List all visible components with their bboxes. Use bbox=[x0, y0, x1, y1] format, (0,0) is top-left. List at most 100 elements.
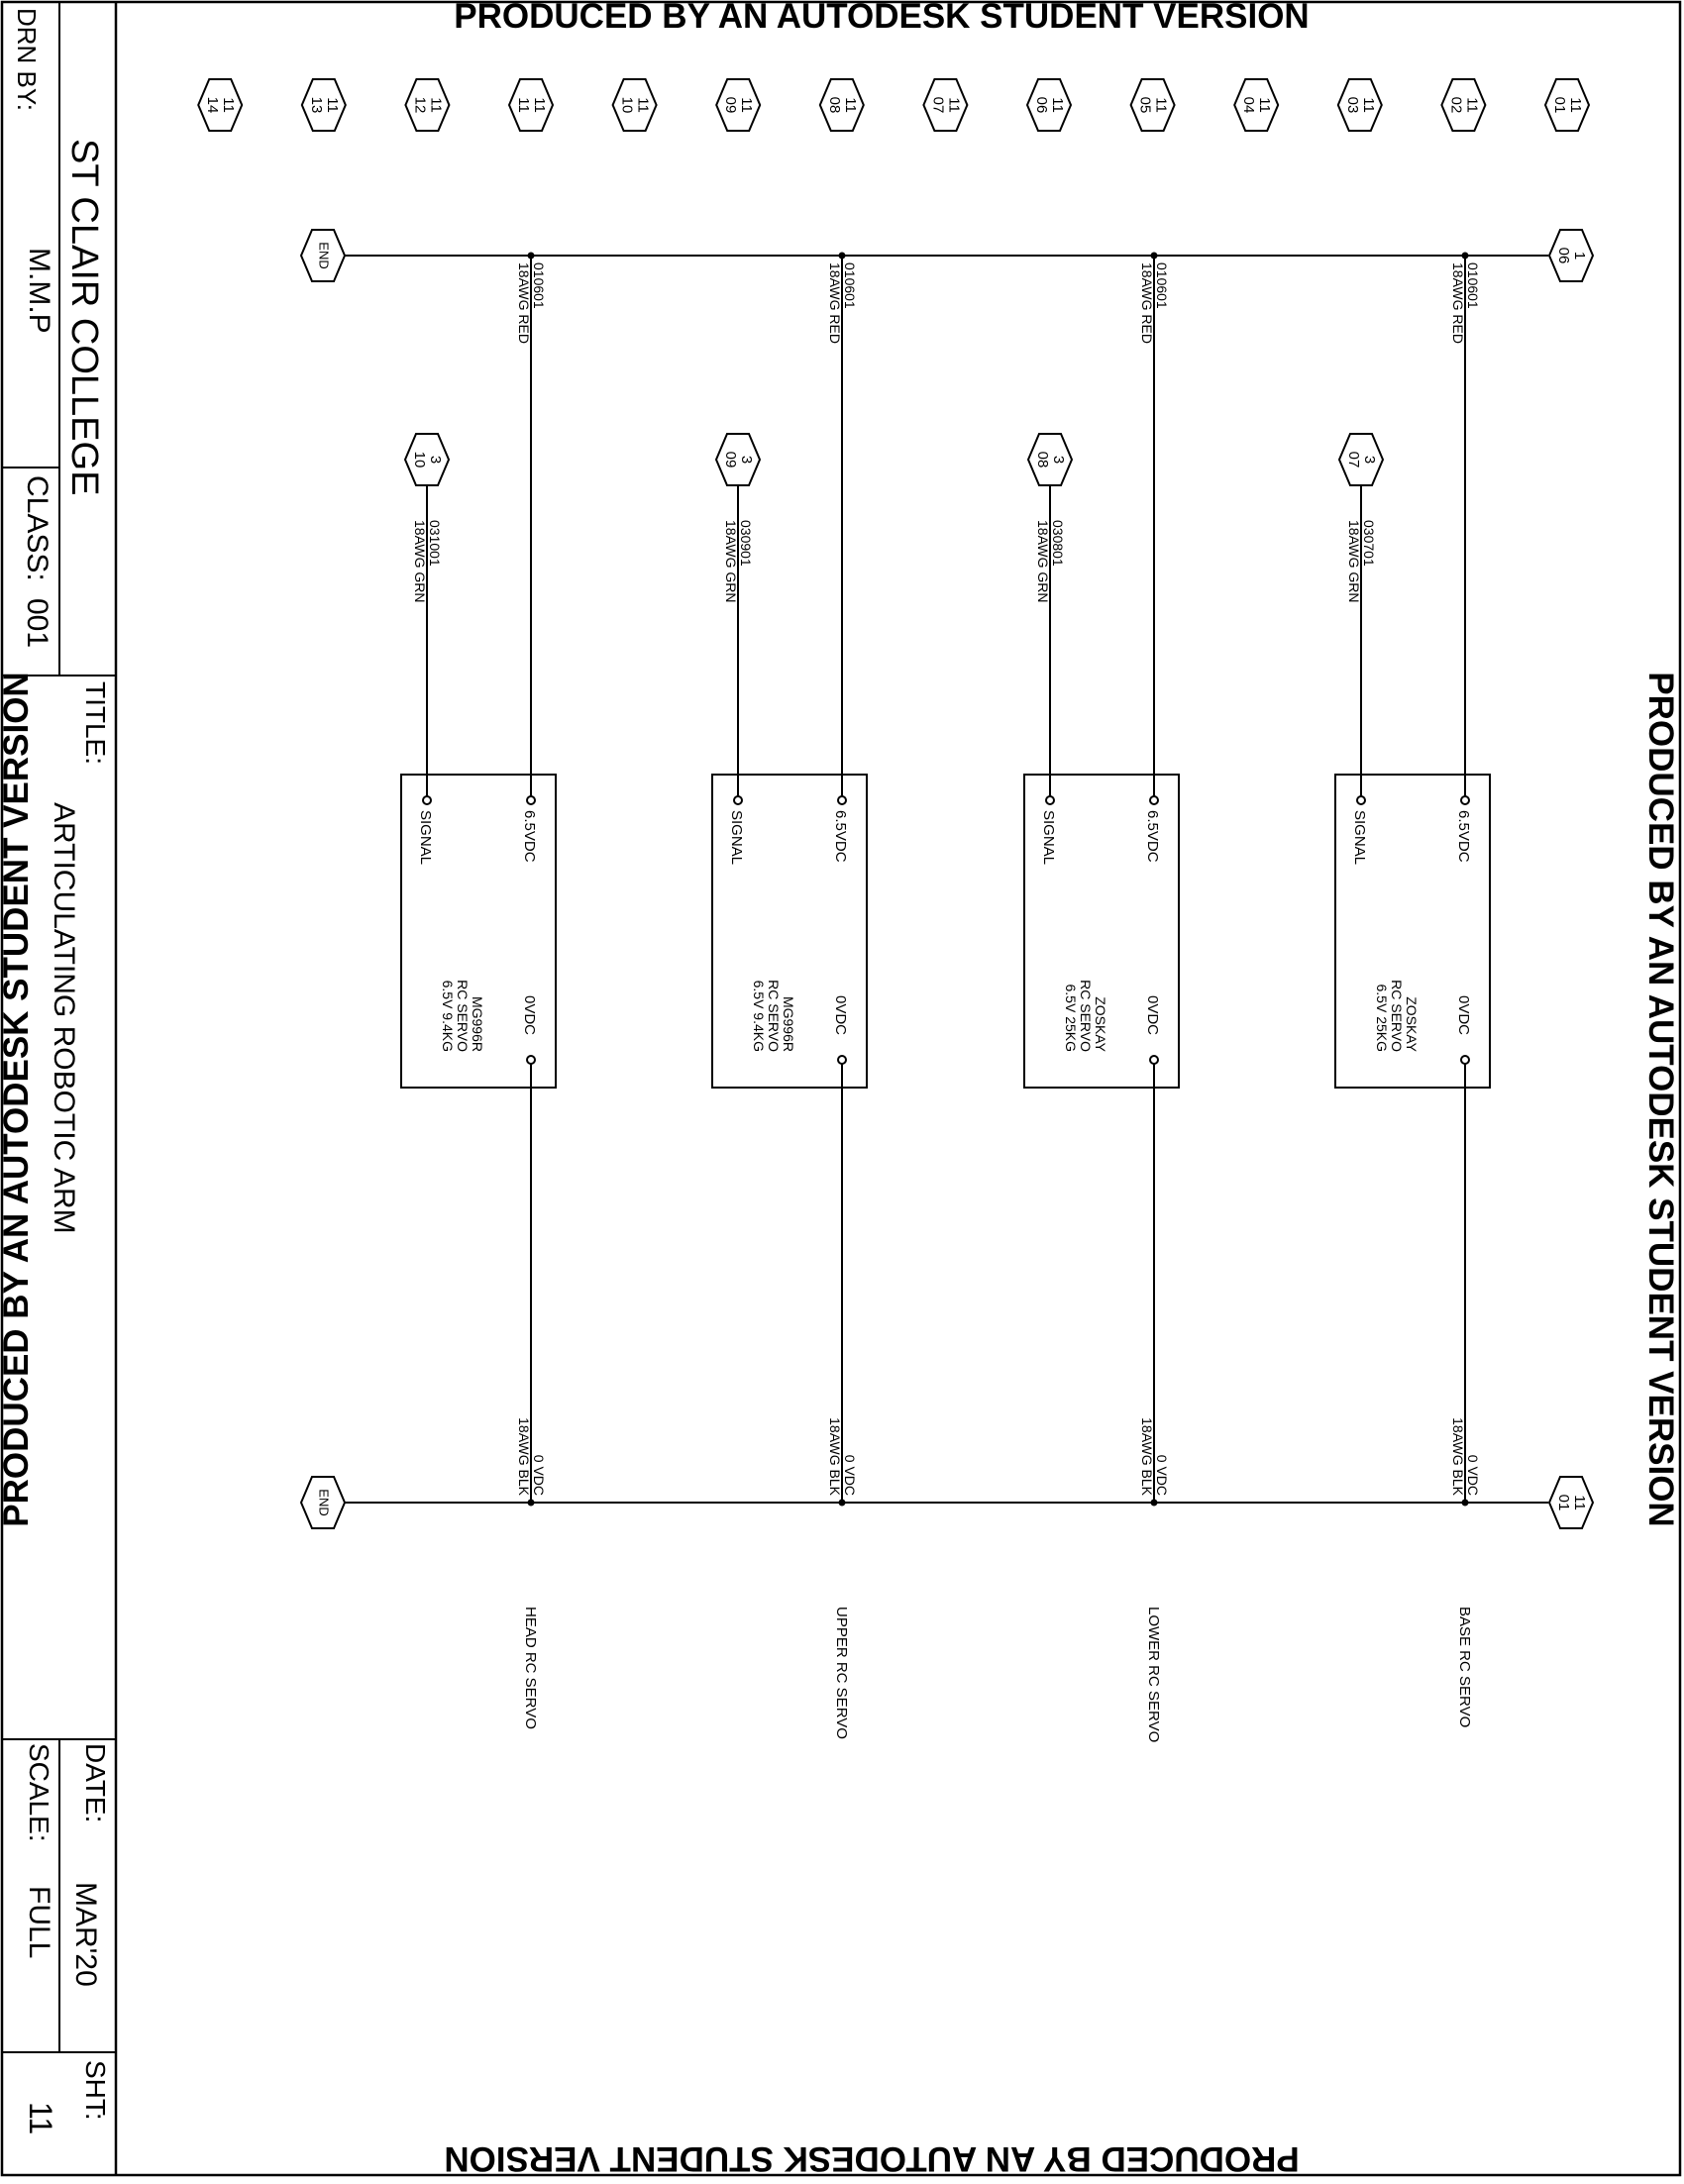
hexagon-outline bbox=[1543, 78, 1591, 132]
scale-value: FULL bbox=[23, 1886, 55, 1958]
end-label: END bbox=[317, 1489, 332, 1515]
device-outline bbox=[400, 774, 557, 1089]
circuit-name: LOWER RC SERVO bbox=[1145, 1607, 1162, 1742]
signal-pin-label: SIGNAL bbox=[1040, 810, 1057, 865]
hexagon-outline bbox=[1026, 433, 1074, 486]
ground-wire-number: 0 VDC bbox=[1154, 1455, 1170, 1496]
ref-line: 04 bbox=[1240, 97, 1257, 114]
signal-ref-hexagon[interactable]: 308 bbox=[1026, 433, 1074, 486]
device-description: MG996R bbox=[470, 996, 485, 1052]
ref-sheet: 11 bbox=[1256, 97, 1273, 113]
signal-wire-spec: 18AWG GRN bbox=[1346, 520, 1362, 603]
ref-sheet: 11 bbox=[1463, 97, 1480, 113]
device-outline bbox=[711, 774, 868, 1089]
ref-sheet: 11 bbox=[635, 97, 652, 113]
power-wire-number: 010601 bbox=[531, 262, 547, 309]
hexagon-outline bbox=[1547, 229, 1595, 282]
hexagon-outline bbox=[611, 78, 658, 132]
ground-wire-number: 0 VDC bbox=[842, 1455, 858, 1496]
ground-pin-icon bbox=[837, 1055, 847, 1065]
device-description: MG996R bbox=[781, 996, 796, 1052]
ref-line: 11 bbox=[515, 97, 532, 113]
power-wire-number: 010601 bbox=[1154, 262, 1170, 309]
signal-ref-hexagon[interactable]: 310 bbox=[403, 433, 451, 486]
title-label: TITLE: bbox=[80, 681, 111, 765]
circuit-name: BASE RC SERVO bbox=[1456, 1607, 1473, 1727]
device-description: RC SERVO bbox=[455, 980, 471, 1052]
ground-pin-icon bbox=[1149, 1055, 1159, 1065]
power-source-ref-hexagon[interactable]: 106 bbox=[1547, 229, 1595, 282]
ref-sheet: 11 bbox=[1571, 1495, 1588, 1510]
power-bus-junction bbox=[527, 252, 535, 260]
power-wire-number: 010601 bbox=[1465, 262, 1481, 309]
hexagon-outline bbox=[299, 1476, 347, 1529]
power-pin-icon bbox=[526, 795, 536, 805]
ground-bus-junction bbox=[1461, 1499, 1469, 1507]
ref-line: 10 bbox=[619, 97, 636, 114]
power-pin-label: 6.5VDC bbox=[1455, 810, 1472, 863]
signal-ref-hexagon[interactable]: 309 bbox=[714, 433, 762, 486]
device-outline bbox=[1334, 774, 1491, 1089]
power-pin-label: 6.5VDC bbox=[521, 810, 538, 863]
ref-sheet: 3 bbox=[1050, 456, 1067, 464]
signal-wire-spec: 18AWG GRN bbox=[723, 520, 739, 603]
ref-sheet: 11 bbox=[427, 97, 444, 113]
ref-sheet: 3 bbox=[738, 456, 755, 464]
hexagon-outline bbox=[715, 78, 762, 132]
ref-line: 09 bbox=[722, 97, 739, 114]
ref-line: 01 bbox=[1555, 1495, 1572, 1511]
ref-sheet: 11 bbox=[738, 97, 755, 113]
drawing-title: ARTICULATING ROBOTIC ARM bbox=[48, 802, 80, 1234]
ground-wire-spec: 18AWG BLK bbox=[516, 1417, 532, 1497]
power-bus-junction bbox=[1461, 252, 1469, 260]
ref-line: 14 bbox=[204, 97, 221, 114]
signal-pin-icon bbox=[422, 795, 432, 805]
ground-wire-spec: 18AWG BLK bbox=[1139, 1417, 1155, 1497]
hexagon-outline bbox=[1025, 78, 1073, 132]
device-description: ZOSKAY bbox=[1404, 996, 1420, 1052]
circuit-name: HEAD RC SERVO bbox=[522, 1607, 539, 1729]
ref-line: 07 bbox=[929, 97, 946, 114]
device-description: RC SERVO bbox=[1389, 980, 1405, 1052]
power-bus-end-hexagon: END bbox=[299, 229, 347, 282]
signal-wire-number: 031001 bbox=[427, 520, 443, 567]
hexagon-outline bbox=[1233, 78, 1280, 132]
hexagon-outline bbox=[1547, 1476, 1595, 1529]
ref-line: 06 bbox=[1033, 97, 1050, 114]
sheet-number: 11 bbox=[23, 2102, 58, 2134]
hexagon-outline bbox=[1336, 78, 1383, 132]
scale-label: SCALE: bbox=[24, 1743, 54, 1842]
watermark-bottom: PRODUCED BY AN AUTODESK STUDENT VERSION bbox=[444, 2139, 1299, 2178]
ground-bus-junction bbox=[527, 1499, 535, 1507]
ground-pin-icon bbox=[1460, 1055, 1470, 1065]
power-bus: 106 END bbox=[299, 229, 1595, 282]
signal-wire-spec: 18AWG GRN bbox=[412, 520, 428, 603]
signal-ref-hexagon[interactable]: 307 bbox=[1337, 433, 1385, 486]
signal-pin-label: SIGNAL bbox=[417, 810, 434, 865]
ref-sheet: 11 bbox=[945, 97, 962, 113]
device-description: RC SERVO bbox=[766, 980, 782, 1052]
